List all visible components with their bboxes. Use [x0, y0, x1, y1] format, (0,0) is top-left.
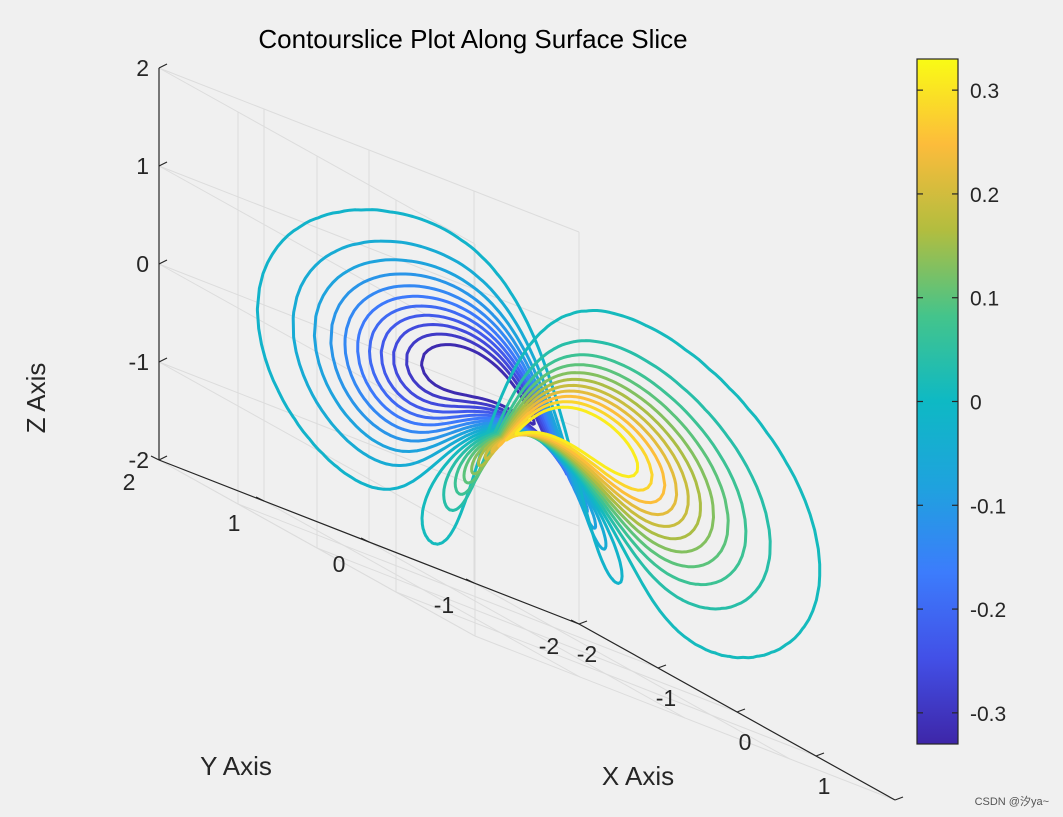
grid-line — [395, 591, 817, 757]
y-tick-label: -2 — [539, 633, 559, 659]
colorbar-tick-label: -0.3 — [970, 703, 1006, 726]
watermark-text: CSDN @汐ya~ — [974, 796, 1049, 808]
colorbar-tick-label: 0.1 — [970, 288, 999, 311]
colorbar-tick-label: 0 — [970, 392, 982, 415]
x-tick-mark — [657, 664, 667, 669]
grid-line — [158, 67, 476, 245]
grid-line — [263, 500, 581, 678]
x-tick-label: 0 — [739, 729, 752, 755]
y-tick-mark — [465, 578, 475, 584]
x-axis-label: X Axis — [602, 761, 674, 791]
x-tick-label: -2 — [577, 641, 597, 667]
contour-line — [477, 377, 702, 541]
z-tick-label: 1 — [136, 153, 149, 179]
y-tick-label: 0 — [333, 551, 346, 577]
grid-line — [158, 165, 476, 343]
y-tick-mark — [570, 619, 580, 625]
x-tick-mark — [736, 708, 746, 713]
y-axis-label: Y Axis — [200, 751, 272, 781]
x-tick-mark — [894, 796, 904, 801]
y-tick-mark — [150, 455, 160, 461]
colorbar-tick-label: -0.1 — [970, 495, 1006, 518]
z-tick-label: 0 — [136, 251, 149, 277]
z-tick-mark — [158, 455, 168, 461]
colorbar: 0.3 0.2 0.1 0 -0.1 -0.2 -0.3 — [916, 58, 1006, 745]
y-tick-label: 2 — [123, 469, 136, 495]
y-tick-mark — [360, 537, 370, 543]
z-tick-label: -2 — [129, 447, 149, 473]
x-tick-mark — [578, 620, 588, 625]
z-axis-label: Z Axis — [21, 363, 51, 434]
y-tick-label: 1 — [228, 510, 241, 536]
y-tick-mark — [255, 496, 265, 502]
colorbar-tick-label: 0.3 — [970, 80, 999, 103]
grid-line — [474, 635, 896, 801]
contour-line — [291, 239, 608, 551]
z-tick-label: 2 — [136, 55, 149, 81]
grid-line — [158, 165, 580, 331]
colorbar-gradient — [916, 58, 959, 745]
x-tick-mark — [815, 752, 825, 757]
z-tick-label: -1 — [129, 349, 149, 375]
colorbar-tick-label: -0.2 — [970, 599, 1006, 622]
contour-line — [514, 405, 640, 479]
colorbar-tick-label: 0.2 — [970, 184, 999, 207]
x-tick-label: -1 — [656, 685, 676, 711]
grid-line — [368, 541, 686, 719]
z-tick-mark — [158, 161, 168, 167]
z-tick-mark — [158, 259, 168, 265]
contour-line — [505, 400, 654, 492]
contour-lines — [255, 208, 822, 660]
grid-line — [158, 67, 580, 233]
z-tick-mark — [158, 63, 168, 69]
grid-line — [158, 459, 476, 637]
chart-title: Contourslice Plot Along Surface Slice — [258, 24, 687, 54]
y-tick-label: -1 — [434, 592, 454, 618]
x-tick-label: 1 — [818, 773, 831, 799]
z-tick-mark — [158, 357, 168, 363]
